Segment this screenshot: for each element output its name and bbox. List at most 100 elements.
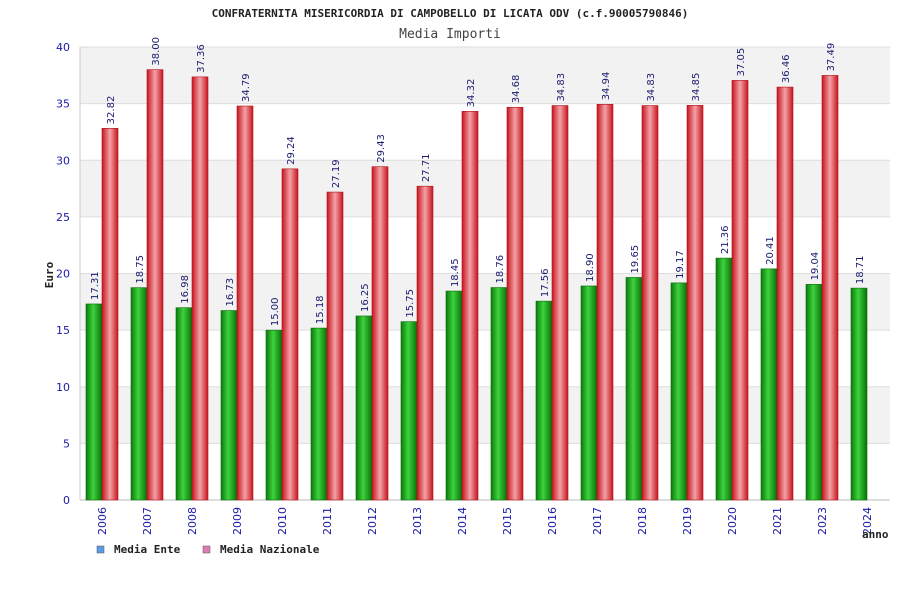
x-tick-label-2015: 2015 (501, 507, 514, 535)
plot-band (80, 443, 890, 500)
y-tick-label: 35 (56, 98, 70, 111)
plot-band (80, 103, 890, 161)
value-label-media-ente-2013: 15.75 (405, 289, 416, 318)
y-tick-label: 0 (63, 494, 70, 507)
value-label-media-nazionale-2017: 34.94 (601, 72, 612, 101)
bar-media-ente-2019 (670, 282, 688, 501)
value-label-media-ente-2014: 18.45 (450, 258, 461, 287)
bar-media-ente-2014 (445, 290, 463, 501)
bar-media-nazionale-2019 (686, 105, 704, 501)
x-tick-label-2014: 2014 (456, 507, 469, 535)
bar-media-ente-2010 (265, 329, 283, 501)
y-tick-label: 25 (56, 211, 70, 224)
x-tick-label-2008: 2008 (186, 507, 199, 535)
plot-band (80, 47, 890, 104)
y-tick-label: 30 (56, 154, 70, 167)
x-tick-label-2012: 2012 (366, 507, 379, 535)
bar-media-nazionale-2008 (191, 76, 209, 501)
x-tick-label-2020: 2020 (726, 507, 739, 535)
bar-media-nazionale-2020 (731, 80, 749, 501)
x-tick-label-2010: 2010 (276, 507, 289, 535)
plot-background (80, 47, 890, 500)
value-label-media-nazionale-2009: 34.79 (241, 73, 252, 102)
value-label-media-ente-2016: 17.56 (540, 268, 551, 297)
value-label-media-ente-2023: 19.04 (810, 252, 821, 281)
legend-label-media-nazionale: Media Nazionale (220, 543, 320, 556)
bar-media-nazionale-2021 (776, 86, 794, 501)
value-label-media-ente-2024: 18.71 (855, 255, 866, 284)
y-tick-label: 5 (63, 437, 70, 450)
bar-media-nazionale-2013 (416, 185, 434, 501)
x-tick-label-2023: 2023 (816, 507, 829, 535)
bar-media-ente-2023 (805, 284, 823, 501)
legend-swatch-media-ente (96, 545, 105, 554)
bar-media-nazionale-2012 (371, 166, 389, 501)
bar-media-nazionale-2011 (326, 191, 344, 501)
chart-subtitle: Media Importi (399, 27, 501, 42)
bars (85, 69, 868, 501)
value-label-media-nazionale-2011: 27.19 (331, 159, 342, 188)
bar-media-ente-2012 (355, 315, 373, 501)
bar-media-nazionale-2006 (101, 128, 119, 501)
value-label-media-nazionale-2020: 37.05 (736, 48, 747, 77)
value-label-media-ente-2011: 15.18 (315, 295, 326, 324)
legend-label-media-ente: Media Ente (114, 543, 181, 556)
bar-media-ente-2016 (535, 300, 553, 501)
bar-media-ente-2011 (310, 327, 328, 501)
bar-media-ente-2017 (580, 285, 598, 501)
bar-media-ente-2009 (220, 310, 238, 501)
x-axis-ticks: 2006 2007 2008 2009 2010 2011 2012 2013 2014 2015… (96, 507, 874, 535)
bar-media-nazionale-2014 (461, 111, 479, 501)
value-label-media-ente-2006: 17.31 (90, 271, 101, 300)
plot-band (80, 273, 890, 331)
bar-media-ente-2007 (130, 287, 148, 501)
x-tick-label-2019: 2019 (681, 507, 694, 535)
x-tick-label-2017: 2017 (591, 507, 604, 535)
bar-media-nazionale-2010 (281, 168, 299, 501)
value-label-media-nazionale-2006: 32.82 (106, 96, 117, 125)
value-label-media-nazionale-2010: 29.24 (286, 136, 297, 165)
value-label-media-nazionale-2008: 37.36 (196, 44, 207, 73)
value-label-media-ente-2008: 16.98 (180, 275, 191, 304)
y-tick-label: 20 (56, 268, 70, 281)
value-label-media-ente-2020: 21.36 (720, 225, 731, 254)
bar-media-nazionale-2017 (596, 104, 614, 501)
value-label-media-nazionale-2015: 34.68 (511, 75, 522, 104)
plot-band (80, 330, 890, 387)
value-label-media-nazionale-2013: 27.71 (421, 154, 432, 183)
value-label-media-nazionale-2023: 37.49 (826, 43, 837, 72)
value-label-media-ente-2010: 15.00 (270, 297, 281, 326)
x-tick-label-2007: 2007 (141, 507, 154, 535)
value-label-media-ente-2015: 18.76 (495, 255, 506, 284)
y-axis-ticks: 0 5 10 15 20 25 30 35 40 (56, 41, 70, 507)
value-labels: 17.31 32.82 18.75 38.00 16.98 37.36 16.73 34.79… (90, 37, 866, 326)
bar-media-nazionale-2023 (821, 75, 839, 501)
value-label-media-nazionale-2018: 34.83 (646, 73, 657, 102)
bar-media-ente-2013 (400, 321, 418, 501)
x-tick-label-2006: 2006 (96, 507, 109, 535)
y-tick-label: 40 (56, 41, 70, 54)
value-label-media-ente-2007: 18.75 (135, 255, 146, 284)
y-tick-label: 15 (56, 324, 70, 337)
value-label-media-nazionale-2019: 34.85 (691, 73, 702, 102)
bar-media-nazionale-2007 (146, 69, 164, 501)
value-label-media-ente-2017: 18.90 (585, 253, 596, 282)
bar-media-nazionale-2018 (641, 105, 659, 501)
value-label-media-ente-2018: 19.65 (630, 245, 641, 274)
bar-media-ente-2006 (85, 303, 103, 501)
x-tick-label-2024: 2024 (861, 507, 874, 535)
bar-media-ente-2021 (760, 268, 778, 501)
value-label-media-nazionale-2014: 34.32 (466, 79, 477, 108)
value-label-media-nazionale-2007: 38.00 (151, 37, 162, 66)
bar-media-ente-2020 (715, 257, 733, 501)
legend-swatch-media-nazionale (202, 545, 211, 554)
plot-band (80, 216, 890, 274)
value-label-media-nazionale-2016: 34.83 (556, 73, 567, 102)
x-tick-label-2016: 2016 (546, 507, 559, 535)
gridlines (79, 46, 890, 501)
bar-media-nazionale-2009 (236, 105, 254, 501)
bar-media-nazionale-2016 (551, 105, 569, 501)
value-label-media-nazionale-2021: 36.46 (781, 54, 792, 83)
plot-band (80, 160, 890, 217)
